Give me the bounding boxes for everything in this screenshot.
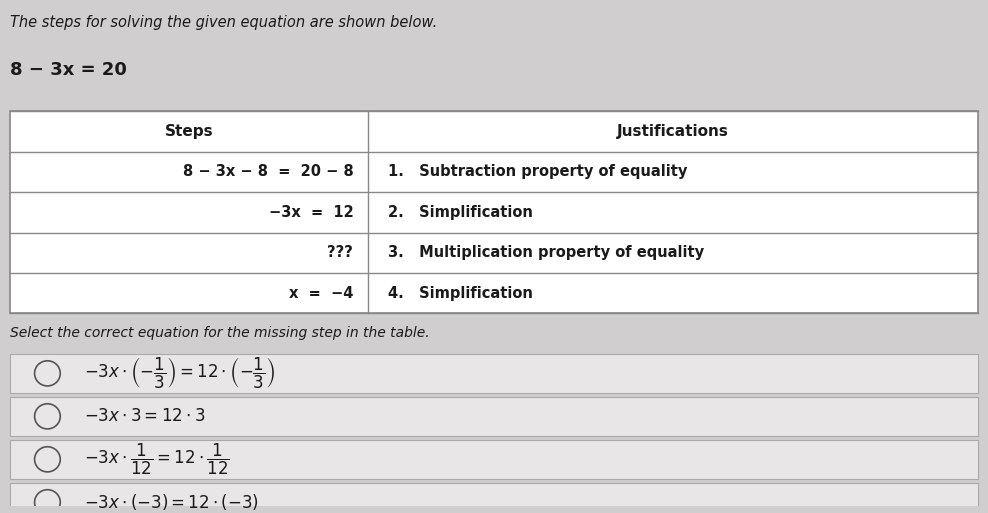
- Text: $-3x \cdot 3 = 12 \cdot 3$: $-3x \cdot 3 = 12 \cdot 3$: [84, 407, 206, 425]
- Text: ???: ???: [327, 245, 354, 260]
- Text: The steps for solving the given equation are shown below.: The steps for solving the given equation…: [10, 15, 437, 30]
- Text: Steps: Steps: [165, 124, 213, 139]
- Text: $-3x \cdot \dfrac{1}{12} = 12 \cdot \dfrac{1}{12}$: $-3x \cdot \dfrac{1}{12} = 12 \cdot \dfr…: [84, 442, 230, 477]
- Text: 3.   Multiplication property of equality: 3. Multiplication property of equality: [388, 245, 704, 260]
- Bar: [10, 354, 978, 393]
- Text: 1.   Subtraction property of equality: 1. Subtraction property of equality: [388, 164, 688, 180]
- Text: x  =  −4: x = −4: [288, 286, 354, 301]
- Text: −3x  =  12: −3x = 12: [269, 205, 354, 220]
- Text: 8 − 3x − 8  =  20 − 8: 8 − 3x − 8 = 20 − 8: [183, 164, 354, 180]
- Text: $-3x \cdot \left(-\dfrac{1}{3}\right) = 12 \cdot \left(-\dfrac{1}{3}\right)$: $-3x \cdot \left(-\dfrac{1}{3}\right) = …: [84, 356, 276, 391]
- Text: 4.   Simplification: 4. Simplification: [388, 286, 533, 301]
- Text: 8 − 3x = 20: 8 − 3x = 20: [10, 61, 126, 78]
- Bar: [10, 440, 978, 479]
- Text: Justifications: Justifications: [618, 124, 729, 139]
- Text: $-3x \cdot (-3) = 12 \cdot (-3)$: $-3x \cdot (-3) = 12 \cdot (-3)$: [84, 492, 259, 512]
- Bar: [10, 483, 978, 513]
- Text: 2.   Simplification: 2. Simplification: [388, 205, 533, 220]
- Text: Select the correct equation for the missing step in the table.: Select the correct equation for the miss…: [10, 326, 430, 340]
- Bar: [10, 397, 978, 436]
- Bar: [10, 111, 978, 313]
